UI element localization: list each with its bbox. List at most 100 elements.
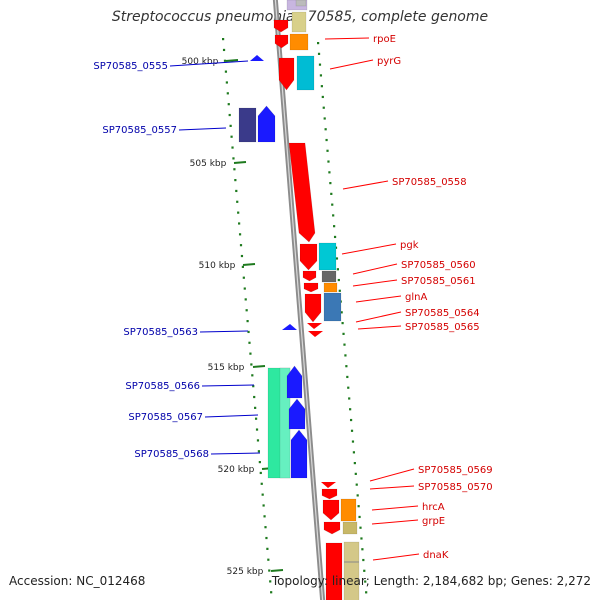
guide-dot-right — [330, 192, 333, 195]
guide-dot-left — [258, 461, 261, 464]
label-leader-SP70585_0570 — [369, 485, 415, 490]
gene-arrow-hrcA — [322, 499, 340, 521]
feature-block-cyan — [318, 242, 337, 271]
guide-dot-left — [266, 547, 269, 550]
feature-block-khaki — [291, 11, 307, 33]
gene-label-glnA: glnA — [405, 292, 427, 303]
label-leader-hrcA — [371, 505, 419, 511]
gene-label-pgk: pgk — [400, 240, 419, 251]
guide-dot-right — [334, 246, 338, 249]
guide-dot-right — [336, 268, 339, 271]
guide-dot-left — [222, 38, 225, 41]
feature-block-cyan — [296, 55, 315, 91]
guide-dot-right — [320, 85, 323, 88]
gene-label-SP70585_0558: SP70585_0558 — [392, 177, 467, 188]
guide-dot-left — [265, 536, 268, 540]
gene-label-grpE: grpE — [422, 516, 445, 527]
guide-dot-left — [252, 385, 255, 388]
guide-dot-left — [242, 276, 245, 279]
guide-dot-left — [232, 157, 235, 160]
label-leader-SP70585_0565 — [357, 325, 402, 330]
guide-dot-right — [344, 354, 347, 357]
guide-dot-right — [331, 203, 334, 206]
scale-tick-label: 520 kbp — [218, 465, 255, 475]
guide-dot-right — [358, 515, 361, 519]
guide-dot-right — [318, 63, 322, 66]
gene-arrow-pyrG — [278, 57, 295, 91]
guide-dot-left — [246, 320, 249, 323]
gene-arrow-SP70585_0570 — [321, 488, 338, 500]
gene-arrow-SP70585_0569 — [321, 482, 336, 488]
label-leader-SP70585_0561 — [352, 279, 398, 287]
guide-dot-left — [226, 92, 229, 95]
guide-dot-left — [267, 558, 270, 561]
label-leader-pgk — [341, 243, 397, 255]
guide-dot-left — [245, 309, 248, 312]
gene-arrow — [274, 34, 289, 49]
guide-dot-left — [255, 428, 259, 431]
guide-dot-left — [237, 211, 240, 214]
scale-tick-label: 500 kbp — [182, 57, 219, 67]
guide-dot-left — [241, 265, 244, 268]
gene-label-SP70585_0568: SP70585_0568 — [134, 449, 209, 460]
gene-label-SP70585_0560: SP70585_0560 — [401, 260, 476, 271]
label-leader-SP70585_0567 — [204, 414, 259, 418]
gene-label-SP70585_0566: SP70585_0566 — [125, 381, 200, 392]
guide-dot-right — [327, 160, 330, 163]
guide-dot-left — [268, 569, 271, 572]
feature-block-orange — [340, 498, 357, 522]
guide-dot-left — [231, 146, 234, 149]
guide-dot-right — [324, 128, 327, 131]
gene-label-SP70585_0563: SP70585_0563 — [123, 327, 198, 338]
guide-dot-left — [256, 439, 260, 442]
guide-dot-right — [348, 397, 351, 400]
scale-tick — [252, 365, 266, 368]
guide-dot-right — [325, 138, 328, 142]
label-leader-SP70585_0563 — [199, 330, 249, 333]
guide-dot-right — [357, 505, 360, 508]
gene-arrow-SP70585_0563 — [282, 324, 297, 330]
guide-dot-right — [361, 548, 364, 551]
gene-arrow-SP70585_0564 — [307, 323, 322, 329]
guide-dot-left — [229, 124, 232, 127]
gene-arrow-glnA — [304, 293, 322, 323]
guide-dot-left — [254, 406, 257, 409]
guide-dot-left — [257, 450, 261, 453]
guide-dot-left — [223, 59, 227, 62]
gene-label-dnaK: dnaK — [423, 550, 449, 561]
label-leader-dnaK — [372, 553, 420, 561]
guide-dot-right — [317, 42, 320, 45]
gene-label-SP70585_0565: SP70585_0565 — [405, 322, 480, 333]
guide-dot-right — [323, 117, 326, 120]
guide-dot-left — [234, 179, 237, 182]
label-leader-pyrG — [329, 59, 374, 70]
label-leader-SP70585_0564 — [355, 311, 402, 323]
guide-dot-left — [248, 341, 251, 344]
guide-dot-left — [263, 515, 266, 518]
gene-arrow-grpE — [323, 521, 341, 535]
guide-dot-right — [351, 440, 355, 443]
guide-dot-right — [346, 375, 349, 379]
gene-arrow-SP70585_0565 — [308, 331, 323, 337]
gene-arrow-SP70585_0568 — [290, 429, 308, 479]
guide-dot-right — [332, 214, 335, 217]
scale-tick-label: 510 kbp — [199, 261, 236, 271]
guide-dot-right — [360, 537, 363, 540]
guide-dot-right — [352, 451, 356, 454]
guide-dot-left — [240, 254, 244, 258]
gene-label-rpoE: rpoE — [373, 34, 396, 45]
gene-label-SP70585_0567: SP70585_0567 — [128, 412, 203, 423]
accession-text: Accession: NC_012468 — [9, 574, 146, 588]
guide-dot-left — [236, 200, 239, 203]
guide-dot-right — [337, 278, 340, 282]
gene-label-SP70585_0570: SP70585_0570 — [418, 482, 493, 493]
gene-label-pyrG: pyrG — [377, 56, 401, 67]
gene-label-hrcA: hrcA — [422, 502, 445, 513]
guide-dot-left — [238, 233, 242, 236]
guide-dot-left — [262, 504, 265, 507]
guide-dot-left — [222, 48, 226, 52]
guide-dot-right — [355, 483, 358, 486]
guide-dot-right — [338, 289, 341, 292]
gene-label-SP70585_0564: SP70585_0564 — [405, 308, 480, 319]
genome-summary-text: Topology: linear; Length: 2,184,682 bp; … — [271, 574, 591, 588]
